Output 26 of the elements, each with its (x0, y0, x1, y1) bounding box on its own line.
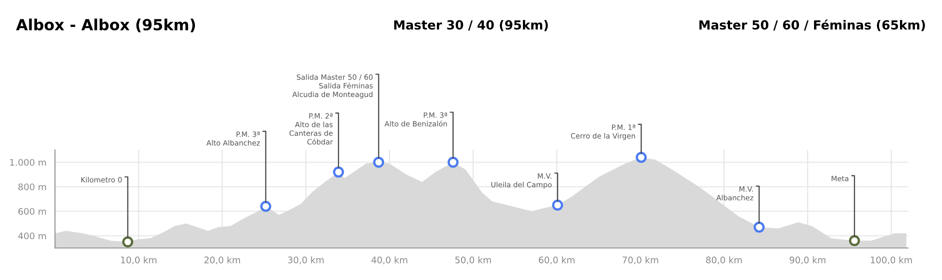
x-tick-label: 90,0 km (790, 256, 826, 264)
point (260, 200, 272, 212)
point (754, 222, 765, 233)
point (848, 235, 860, 246)
point (332, 166, 344, 178)
y-tick-label: 800 m (18, 183, 46, 190)
point (636, 152, 647, 163)
x-tick-label: 100,0 km (870, 256, 912, 264)
x-tick-label: 70,0 km (622, 256, 658, 264)
y-tick-label: 400 m (18, 232, 46, 240)
x-tick-label: 60,0 km (538, 256, 574, 264)
point (373, 156, 384, 168)
y-tick-label: 600 m (18, 208, 46, 215)
x-tick-label: 80,0 km (706, 256, 742, 264)
chart-title: Albox - Albox (95km) (16, 18, 195, 32)
point (552, 200, 564, 211)
x-tick-label: 10,0 km (121, 256, 156, 264)
y-tick-label: 1.000 m (10, 158, 46, 166)
point (122, 236, 134, 248)
chart-subtitle: Master 30 / 40 (95km) (394, 20, 548, 32)
x-tick-label: 20,0 km (204, 256, 240, 264)
point (448, 156, 459, 168)
x-tick-label: 40,0 km (371, 256, 408, 264)
x-tick-label: 50,0 km (455, 256, 491, 264)
x-tick-label: 30,0 km (288, 256, 324, 264)
text: Master 50 / 60 / Féminas (65km) (699, 19, 925, 32)
